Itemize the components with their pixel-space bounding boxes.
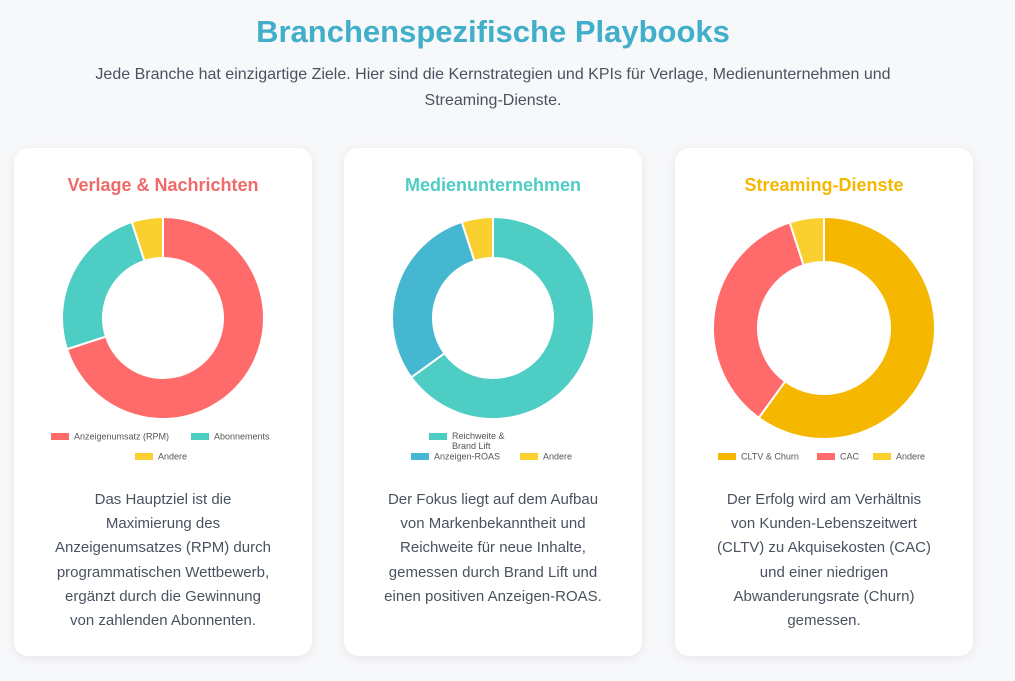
donut-slice-cltv-churn[interactable] bbox=[757, 215, 936, 440]
description-line: gemessen. bbox=[787, 612, 861, 630]
legend-swatch bbox=[411, 453, 429, 461]
legend-item-andere[interactable]: Andere bbox=[520, 451, 572, 462]
legend-item-andere[interactable]: Andere bbox=[135, 451, 187, 462]
legend-swatch bbox=[51, 433, 69, 441]
description-line: von Kunden-Lebenszeitwert bbox=[731, 515, 917, 533]
legend-label: CLTV & Churn bbox=[741, 451, 799, 462]
description-line: Das Hauptziel ist die bbox=[94, 491, 232, 508]
legend-label: Anzeigenumsatz (RPM) bbox=[74, 431, 170, 442]
legend-label: Andere bbox=[543, 451, 573, 462]
donut-slice-reichweite-brand-lift[interactable] bbox=[409, 215, 595, 420]
donut-slice-anzeigen-roas[interactable] bbox=[391, 220, 476, 379]
page-title: Branchenspezifische Playbooks bbox=[256, 14, 730, 49]
legend-swatch bbox=[817, 453, 835, 461]
legend-label: Anzeigen-ROAS bbox=[434, 451, 501, 462]
donut-slice-andere[interactable] bbox=[460, 215, 494, 263]
donut-slice-andere[interactable] bbox=[788, 215, 825, 267]
page-subtitle: Jede Branche hat einzigartige Ziele. Hie… bbox=[0, 62, 986, 114]
legend-swatch bbox=[718, 453, 736, 461]
donut-slice-anzeigenumsatz-rpm[interactable] bbox=[65, 215, 265, 420]
legend-label: Andere bbox=[896, 451, 926, 462]
donut-slice-cac[interactable] bbox=[712, 221, 805, 420]
description-line: Reichweite für neue Inhalte, bbox=[400, 539, 586, 557]
legend-item-rpm[interactable]: Anzeigenumsatz (RPM) bbox=[51, 431, 169, 442]
description-line: Maximierung des bbox=[105, 515, 221, 533]
description-line: einen positiven Anzeigen-ROAS. bbox=[384, 587, 602, 605]
description-line: Abwanderungsrate (Churn) bbox=[733, 587, 915, 605]
legend-swatch bbox=[429, 433, 447, 440]
donut-slice-abonnements[interactable] bbox=[61, 220, 146, 351]
subtitle-line: Streaming-Dienste. bbox=[424, 92, 562, 109]
description-line: (CLTV) zu Akquisekosten (CAC) bbox=[717, 539, 931, 557]
legend-swatch bbox=[873, 453, 891, 461]
card-medien: Medienunternehmen Reichweite & Brand Lif… bbox=[344, 148, 642, 656]
description-line: Der Erfolg wird am Verhältnis bbox=[726, 491, 922, 508]
donut-chart-verlage bbox=[61, 215, 265, 420]
legend-swatch bbox=[135, 453, 153, 461]
card-description: Das Hauptziel ist die Maximierung des An… bbox=[40, 488, 286, 633]
legend-item-andere[interactable]: Andere bbox=[873, 451, 925, 462]
description-line: Der Fokus liegt auf dem Aufbau bbox=[387, 491, 599, 508]
legend-item-roas[interactable]: Anzeigen-ROAS bbox=[411, 451, 500, 462]
description-line: programmatischen Wettbewerb, bbox=[56, 563, 270, 581]
card-title: Medienunternehmen bbox=[404, 175, 582, 195]
legend-swatch bbox=[520, 453, 538, 461]
legend-label: Abonnements bbox=[214, 431, 270, 442]
card-title: Streaming-Dienste bbox=[744, 175, 904, 195]
card-streaming: Streaming-Dienste CLTV & Churn CAC Ander… bbox=[675, 148, 973, 656]
description-line: und einer niedrigen bbox=[759, 563, 889, 581]
subtitle-line: Jede Branche hat einzigartige Ziele. Hie… bbox=[95, 66, 891, 83]
description-line: von zahlenden Abonnenten. bbox=[70, 612, 256, 630]
card-description: Der Erfolg wird am Verhältnis von Kunden… bbox=[701, 488, 947, 633]
legend-item-cac[interactable]: CAC bbox=[817, 451, 859, 462]
legend-label: Andere bbox=[158, 451, 188, 462]
donut-slice-andere[interactable] bbox=[130, 215, 164, 263]
legend-item-cltv[interactable]: CLTV & Churn bbox=[718, 451, 799, 462]
card-title: Verlage & Nachrichten bbox=[67, 175, 259, 195]
description-line: Anzeigenumsatzes (RPM) durch bbox=[55, 539, 271, 557]
description-line: gemessen durch Brand Lift und bbox=[388, 563, 598, 581]
description-line: von Markenbekanntheit und bbox=[400, 515, 586, 533]
legend-item-abonnements[interactable]: Abonnements bbox=[191, 431, 270, 442]
legend-label: Reichweite & Brand Lift bbox=[452, 431, 505, 451]
card-verlage: Verlage & Nachrichten Anzeigenumsatz (RP… bbox=[14, 148, 312, 656]
description-line: ergänzt durch die Gewinnung bbox=[65, 587, 261, 605]
donut-chart-medien bbox=[391, 215, 595, 420]
card-description: Der Fokus liegt auf dem Aufbau von Marke… bbox=[370, 488, 616, 609]
legend-item-reichweite[interactable]: Reichweite & Brand Lift bbox=[429, 431, 522, 451]
legend-swatch bbox=[191, 433, 209, 441]
legend-label: CAC bbox=[840, 451, 860, 462]
donut-chart-streaming bbox=[712, 215, 936, 440]
